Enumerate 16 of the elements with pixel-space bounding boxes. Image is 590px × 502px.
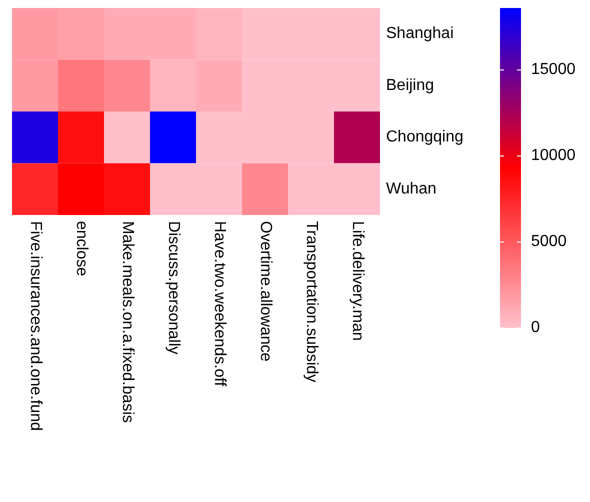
color-bar-label: 5000 (531, 233, 567, 250)
x-tick-label: Make.meals.on.a.fixed.basis (118, 221, 136, 423)
color-bar-label: 10000 (531, 147, 576, 164)
y-tick-label: Chongqing (386, 128, 464, 146)
x-tick-label: enclose (72, 221, 90, 276)
x-tick-label: Overtime.allowance (256, 221, 274, 362)
x-tick-label: Life.delivery.man (348, 221, 366, 341)
y-tick-label: Wuhan (386, 180, 436, 198)
x-tick-label: Have.two.weekends.off (210, 221, 228, 387)
color-bar-label: 0 (531, 319, 540, 336)
x-tick-label: Transportation.subsidy (302, 221, 320, 382)
x-tick-label: Discuss.personally (164, 221, 182, 354)
x-tick-label: Five.insurances.and.one.fund (26, 221, 44, 431)
y-tick-label: Beijing (386, 76, 434, 94)
color-bar-label: 15000 (531, 61, 576, 78)
y-tick-label: Shanghai (386, 25, 454, 42)
